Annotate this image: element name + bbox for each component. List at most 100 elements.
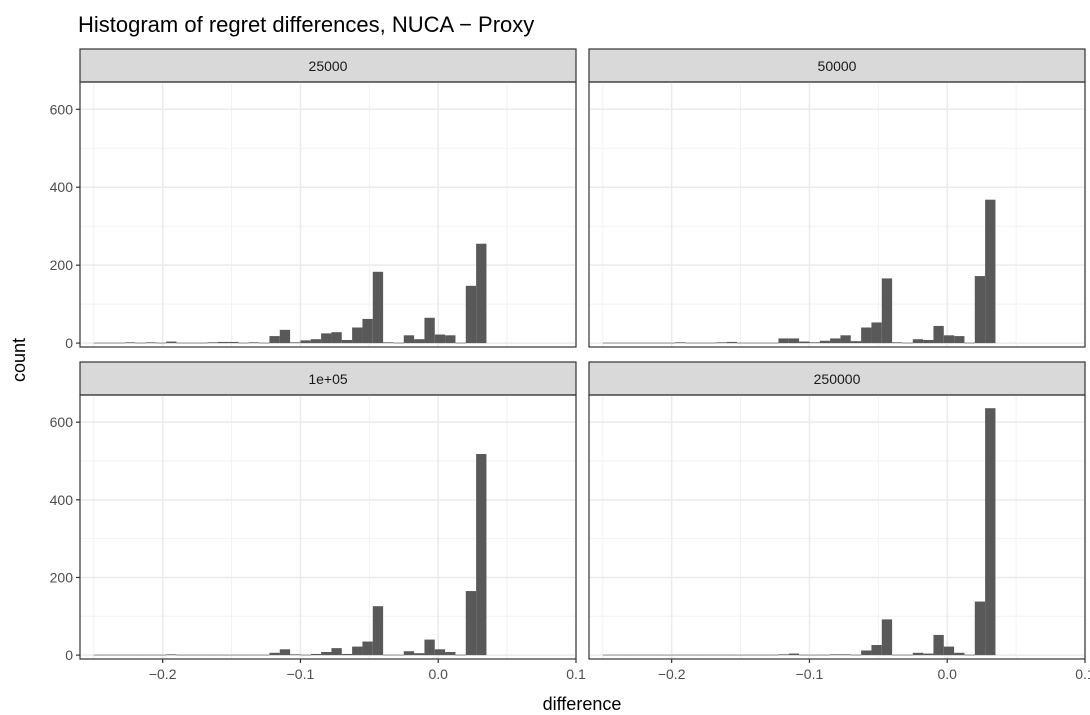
facet-4-bar [675, 654, 686, 656]
facet-4-bar [985, 408, 996, 656]
facet-4-bar [737, 654, 748, 656]
facet-2-bar [737, 342, 748, 344]
facet-1-bar [166, 341, 177, 344]
facet-1-bar [403, 335, 415, 344]
facet-1-bar [93, 342, 105, 344]
facet-1-bar [455, 342, 466, 344]
facet-1-bar [186, 342, 198, 344]
facet-3-bar [434, 649, 446, 656]
facet-3-bar [393, 654, 404, 656]
facet-3-bar [135, 654, 146, 656]
x-axis-title: difference [543, 694, 622, 714]
facet-1-bar [434, 334, 446, 344]
facet-1-bar [155, 342, 167, 344]
facet-3-bar [403, 651, 415, 656]
facet-3-bar [166, 654, 177, 656]
facet-1-bar [104, 342, 115, 344]
facet-3-bar [476, 454, 487, 656]
facet-4-bar [954, 652, 965, 656]
facet-2-bar [695, 342, 707, 344]
facet-3-bar [352, 646, 363, 656]
facet-4-bar [933, 634, 944, 656]
facet-3-y-tick-label: 400 [50, 492, 74, 508]
facet-4-bar [943, 646, 955, 656]
facet-2-bar [892, 342, 903, 344]
facet-4-panel-border [588, 394, 1086, 660]
facet-2-bar [799, 341, 810, 344]
facet-1-bar [207, 342, 218, 344]
facet-4-bar [644, 654, 655, 656]
facet-4-strip [588, 361, 1086, 396]
facet-4-bar [716, 654, 727, 656]
facet-2-bar [933, 325, 944, 344]
facet-4-bar [706, 654, 717, 656]
facet-1-bar [228, 341, 239, 344]
facet-4-bar [974, 601, 986, 656]
facet-3-bar [362, 641, 373, 656]
facet-2-bar [830, 338, 841, 344]
facet-2-bar [861, 327, 872, 344]
facet-1-bar [135, 342, 146, 344]
facet-3-y-tick-label: 200 [50, 569, 74, 585]
facet-1-bar [197, 342, 208, 344]
facet-2-bar [757, 342, 769, 344]
facet-4-bar [685, 654, 696, 656]
facet-4-bar [788, 653, 800, 656]
facet-1-bar [145, 342, 156, 344]
facet-1-y-tick-label: 600 [50, 101, 74, 117]
chart-title: Histogram of regret differences, NUCA − … [78, 12, 534, 37]
facet-1-bar [279, 329, 291, 344]
facet-2-bar [850, 341, 862, 344]
facet-2-bar [819, 340, 831, 344]
facet-3-bar [145, 654, 156, 656]
facet-1-panel-border [79, 81, 577, 348]
facet-1-bar [383, 342, 394, 344]
facet-3-bar [248, 654, 260, 656]
facet-2-bar [664, 342, 676, 344]
facet-4-x-tick-label: −0.2 [658, 666, 686, 682]
facet-1-strip-label: 25000 [309, 58, 348, 74]
facet-4-bar [871, 645, 882, 656]
facet-3-bar [155, 654, 167, 656]
facet-2-bar [954, 336, 965, 344]
facet-4-bar [912, 652, 924, 656]
facet-3-bar [197, 654, 208, 656]
facet-3-bar [465, 591, 477, 656]
facet-2-bar [964, 342, 975, 344]
facet-1-bar [476, 243, 487, 344]
facet-4-bar [819, 654, 831, 656]
facet-2-bar [747, 342, 758, 344]
facet-3-bar [238, 654, 249, 656]
facet-3-bar [269, 652, 280, 656]
facet-1-bar [300, 340, 311, 344]
facet-2-bar [768, 342, 779, 344]
facet-4-bar [757, 654, 769, 656]
facet-4-bar [799, 654, 810, 656]
facet-4-bar [623, 654, 634, 656]
facet-2-bar [726, 341, 738, 344]
facet-1-bar [238, 342, 249, 344]
facet-4-bar [654, 654, 665, 656]
facet-3-y-tick-label: 0 [65, 647, 73, 663]
facet-2-bar [788, 338, 800, 344]
facet-3-bar [176, 654, 187, 656]
facet-2-bar [902, 342, 913, 344]
facet-3-x-tick-label: −0.2 [149, 666, 177, 682]
facet-1-bar [331, 332, 342, 344]
facet-3-bar [186, 654, 198, 656]
facet-3-bar [114, 654, 125, 656]
facet-1-bar [372, 271, 384, 344]
facet-3-bar [383, 654, 394, 656]
facet-4-x-tick-label: 0.1 [1075, 666, 1090, 682]
facet-3-bar [217, 654, 229, 656]
facet-3-bar [300, 654, 311, 656]
facet-4-bar [613, 654, 624, 656]
facet-2-bar [613, 342, 624, 344]
facet-3-x-tick-label: −0.1 [287, 666, 315, 682]
facet-1-bar [424, 317, 435, 344]
facet-2-bar [974, 276, 986, 344]
facet-4-bar [861, 650, 872, 656]
facet-1-bar [259, 342, 270, 344]
facet-2-bar [871, 322, 882, 344]
facet-2-bar [644, 342, 655, 344]
